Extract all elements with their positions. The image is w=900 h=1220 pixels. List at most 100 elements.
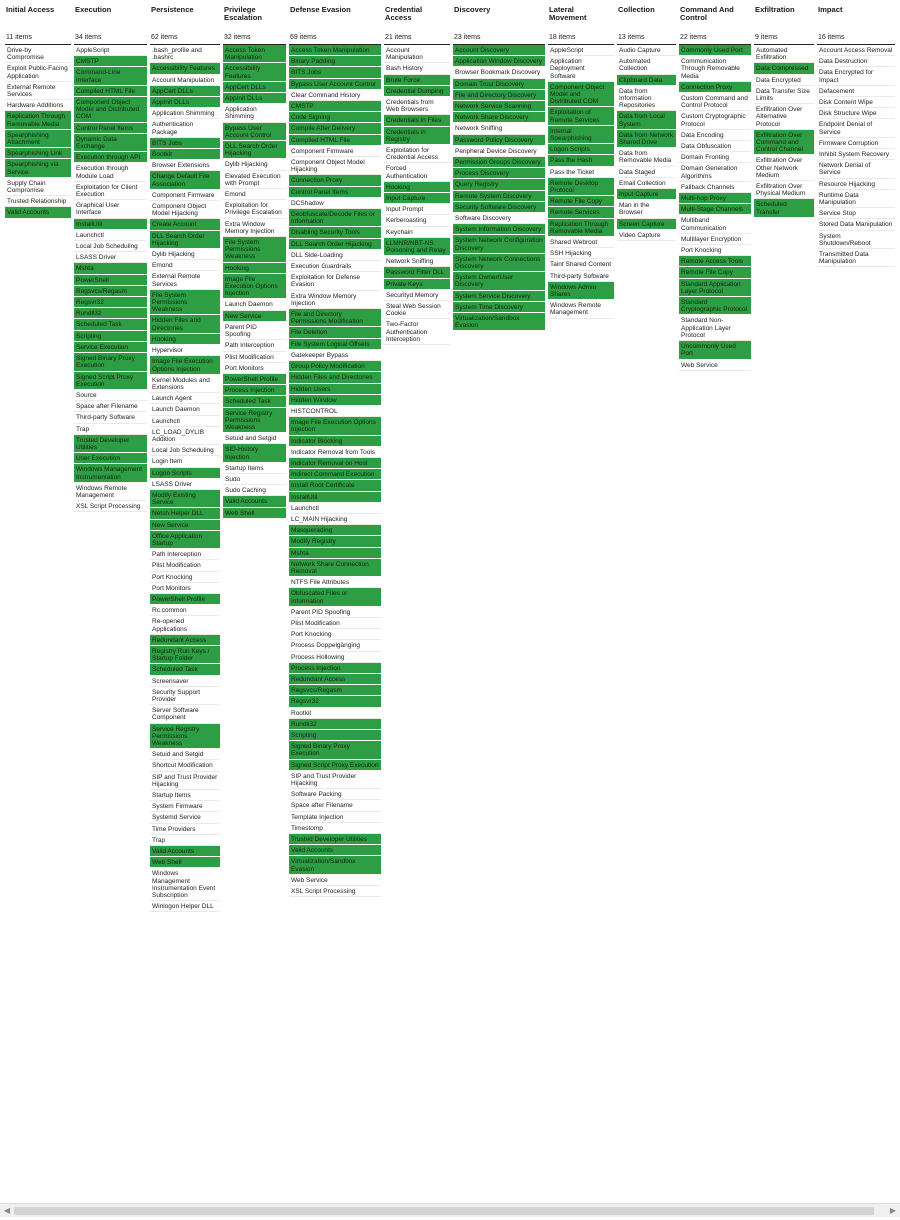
technique-cell[interactable]: External Remote Services [150, 271, 220, 290]
technique-cell-highlighted[interactable]: Internal Spearphishing [548, 125, 614, 145]
technique-cell[interactable]: Clear Command History [289, 89, 381, 102]
technique-cell-highlighted[interactable]: File and Directory Discovery [453, 89, 545, 102]
technique-cell-highlighted[interactable]: Deobfuscate/Decode Files or Information [289, 209, 381, 228]
technique-cell-highlighted[interactable]: Standard Cryptographic Protocol [679, 297, 751, 316]
technique-cell[interactable]: Kernel Modules and Extensions [150, 374, 220, 394]
technique-cell[interactable]: Custom Command and Control Protocol [679, 93, 751, 112]
technique-cell-highlighted[interactable]: Install Root Certificate [289, 480, 381, 492]
technique-cell-highlighted[interactable]: Uncommonly Used Port [679, 341, 751, 360]
technique-cell[interactable]: HISTCONTROL [289, 405, 381, 418]
technique-cell-highlighted[interactable]: Access Token Manipulation [289, 45, 381, 57]
technique-cell-highlighted[interactable]: Hidden Files and Directories [150, 315, 220, 334]
technique-cell[interactable]: Data Encrypted for Impact [817, 67, 895, 86]
technique-cell-highlighted[interactable]: Obfuscated Files or Information [289, 588, 381, 607]
technique-cell-highlighted[interactable]: Hooking [223, 262, 286, 274]
technique-cell[interactable]: Windows Remote Management [548, 300, 614, 319]
technique-cell[interactable]: Application Deployment Software [548, 56, 614, 82]
technique-cell-highlighted[interactable]: Multi-Stage Channels [679, 204, 751, 216]
technique-cell[interactable]: Local Job Scheduling [74, 241, 147, 253]
technique-cell-highlighted[interactable]: Create Account [150, 219, 220, 231]
technique-cell-highlighted[interactable]: Pass the Hash [548, 155, 614, 167]
tactic-header[interactable]: Lateral Movement [549, 5, 587, 23]
technique-cell[interactable]: Indicator Removal from Tools [289, 446, 381, 458]
technique-cell[interactable]: Man in the Browser [617, 200, 676, 219]
technique-cell-highlighted[interactable]: Indicator Removal on Host [289, 457, 381, 470]
technique-cell-highlighted[interactable]: Binary Padding [289, 56, 381, 68]
technique-cell-highlighted[interactable]: System Network Connections Discovery [453, 253, 545, 273]
technique-cell[interactable]: Securityd Memory [384, 289, 450, 302]
technique-cell[interactable]: Launchctl [74, 229, 147, 242]
technique-cell[interactable]: Endpoint Denial of Service [817, 119, 895, 138]
technique-cell[interactable]: Login Item [150, 456, 220, 468]
technique-cell[interactable]: Exploitation for Credential Access [384, 145, 450, 164]
technique-cell[interactable]: Execution through Module Load [74, 163, 147, 182]
technique-cell-highlighted[interactable]: Windows Admin Shares [548, 281, 614, 301]
technique-cell-highlighted[interactable]: Valid Accounts [289, 845, 381, 857]
technique-cell[interactable]: Bash History [384, 63, 450, 75]
technique-cell-highlighted[interactable]: Credentials in Files [384, 115, 450, 127]
tactic-header[interactable]: Defense Evasion [290, 5, 351, 14]
technique-cell[interactable]: Custom Cryptographic Protocol [679, 111, 751, 130]
technique-cell-highlighted[interactable]: Scheduled Task [74, 319, 147, 331]
technique-cell[interactable]: Systemd Service [150, 812, 220, 824]
technique-cell-highlighted[interactable]: Disabling Security Tools [289, 227, 381, 239]
technique-cell-highlighted[interactable]: Service Execution [74, 341, 147, 354]
technique-cell-highlighted[interactable]: Brute Force [384, 74, 450, 86]
technique-cell[interactable]: Network Sniffing [384, 256, 450, 268]
technique-cell[interactable]: Data from Information Repositories [617, 85, 676, 112]
technique-cell-highlighted[interactable]: Valid Accounts [150, 846, 220, 858]
technique-cell-highlighted[interactable]: Signed Binary Proxy Execution [289, 741, 381, 760]
technique-cell[interactable]: Plist Modification [150, 560, 220, 572]
technique-cell[interactable]: Supply Chain Compromise [5, 177, 71, 197]
technique-cell[interactable]: Trap [150, 834, 220, 847]
technique-cell[interactable]: Exploit Public-Facing Application [5, 63, 71, 82]
technique-cell[interactable]: Account Manipulation [150, 74, 220, 86]
technique-cell-highlighted[interactable]: Command-Line Interface [74, 67, 147, 86]
technique-cell[interactable]: Extra Window Memory Injection [223, 218, 286, 238]
technique-cell[interactable]: LSASS Driver [74, 252, 147, 264]
technique-cell[interactable]: Automated Collection [617, 56, 676, 75]
technique-cell-highlighted[interactable]: Scripting [289, 730, 381, 742]
technique-cell[interactable]: Pass the Ticket [548, 166, 614, 178]
technique-cell[interactable]: Authentication Package [150, 119, 220, 138]
technique-cell-highlighted[interactable]: Regsvcs/Regasm [74, 285, 147, 298]
technique-cell-highlighted[interactable]: Component Object Model and Distributed C… [548, 81, 614, 108]
technique-cell[interactable]: Automated Exfiltration [754, 45, 814, 64]
technique-cell[interactable]: Dylib Hijacking [223, 159, 286, 171]
technique-cell[interactable]: Firmware Corruption [817, 137, 895, 150]
technique-cell-highlighted[interactable]: AppCert DLLs [223, 81, 286, 94]
technique-cell-highlighted[interactable]: Scheduled Task [223, 396, 286, 408]
technique-cell[interactable]: XSL Script Processing [74, 501, 147, 513]
technique-cell[interactable]: Credentials from Web Browsers [384, 97, 450, 116]
technique-cell-highlighted[interactable]: Permission Groups Discovery [453, 157, 545, 169]
technique-cell-highlighted[interactable]: Hidden Window [289, 394, 381, 406]
technique-cell-highlighted[interactable]: Process Injection [289, 662, 381, 674]
technique-cell-highlighted[interactable]: Web Shell [223, 507, 286, 519]
technique-cell-highlighted[interactable]: Service Registry Permissions Weakness [150, 723, 220, 750]
technique-cell-highlighted[interactable]: Exploitation of Remote Services [548, 107, 614, 126]
tactic-header[interactable]: Collection [618, 5, 655, 14]
technique-cell-highlighted[interactable]: Clipboard Data [617, 74, 676, 86]
technique-cell[interactable]: Communication Through Removable Media [679, 56, 751, 82]
technique-cell-highlighted[interactable]: Bypass User Account Control [223, 122, 286, 142]
technique-cell-highlighted[interactable]: System Service Discovery [453, 290, 545, 302]
technique-cell[interactable]: External Remote Services [5, 81, 71, 101]
technique-cell-highlighted[interactable]: Mshta [74, 263, 147, 275]
technique-cell-highlighted[interactable]: Image File Execution Options Injection [223, 273, 286, 300]
technique-cell-highlighted[interactable]: Remote System Discovery [453, 190, 545, 202]
technique-cell[interactable]: Disk Structure Wipe [817, 108, 895, 120]
technique-cell-highlighted[interactable]: Logon Scripts [548, 144, 614, 156]
technique-cell[interactable]: SIP and Trust Provider Hijacking [289, 770, 381, 790]
tactic-header[interactable]: Impact [818, 5, 843, 14]
technique-cell-highlighted[interactable]: Scripting [74, 330, 147, 342]
technique-cell-highlighted[interactable]: Credentials in Registry [384, 126, 450, 146]
technique-cell[interactable]: Runtime Data Manipulation [817, 189, 895, 209]
technique-cell-highlighted[interactable]: Regsvcs/Regasm [289, 685, 381, 697]
technique-cell[interactable]: Launch Daemon [223, 299, 286, 311]
technique-cell-highlighted[interactable]: Remote File Copy [679, 267, 751, 279]
technique-cell-highlighted[interactable]: PowerShell Profile [150, 593, 220, 606]
technique-cell[interactable]: Exploitation for Client Execution [74, 181, 147, 201]
technique-cell[interactable]: Data Encrypted [754, 74, 814, 86]
technique-cell[interactable]: Hypervisor [150, 345, 220, 357]
technique-cell[interactable]: .bash_profile and .bashrc [150, 45, 220, 64]
